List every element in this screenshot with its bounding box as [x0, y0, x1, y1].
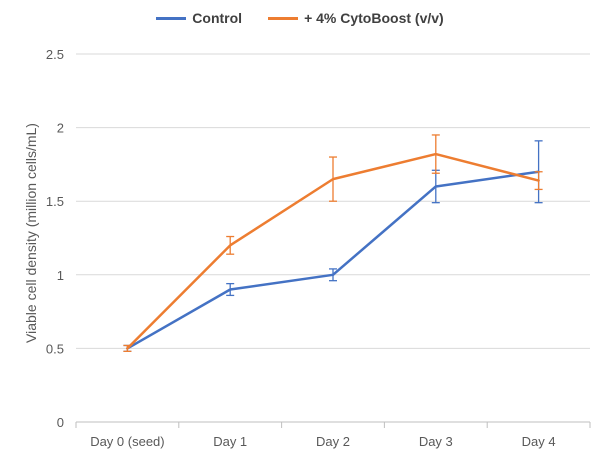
x-tick-label: Day 0 (seed) [90, 434, 164, 449]
x-tick-label: Day 3 [419, 434, 453, 449]
x-tick-label: Day 1 [213, 434, 247, 449]
y-tick-label: 1.5 [46, 194, 64, 209]
legend-label-control: Control [192, 10, 243, 26]
y-tick-label: 2 [57, 121, 64, 136]
legend-item-cytoboost: + 4% CytoBoost (v/v) [268, 10, 444, 26]
y-axis-ticks: 0 0.5 1 1.5 2 2.5 [46, 47, 64, 430]
y-axis-label: Viable cell density (million cells/mL) [23, 123, 39, 343]
y-tick-label: 1 [57, 268, 64, 283]
series-group [123, 134, 543, 352]
legend-label-cytoboost: + 4% CytoBoost (v/v) [304, 10, 444, 26]
y-tick-label: 0.5 [46, 341, 64, 356]
legend-swatch-control [156, 16, 187, 20]
legend-item-control: Control [156, 10, 242, 26]
x-axis: Day 0 (seed) Day 1 Day 2 Day 3 Day 4 [75, 421, 591, 449]
y-tick-label: 0 [57, 415, 64, 430]
x-tick-label: Day 4 [522, 434, 556, 449]
y-tick-label: 2.5 [46, 47, 64, 62]
chart-legend: Control + 4% CytoBoost (v/v) [0, 8, 600, 28]
legend-swatch-cytoboost [268, 16, 299, 20]
x-tick-label: Day 2 [316, 434, 350, 449]
